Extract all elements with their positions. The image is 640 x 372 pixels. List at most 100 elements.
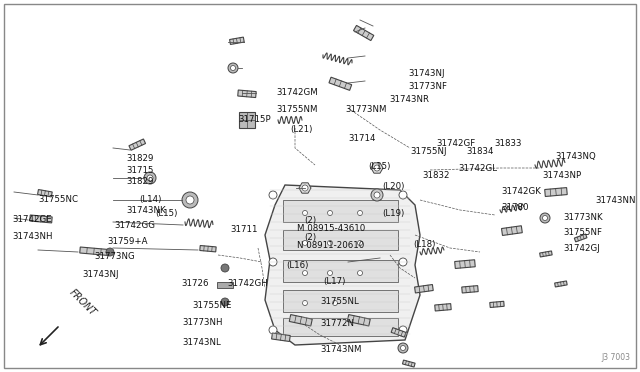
Text: (L16): (L16) (287, 262, 309, 270)
Ellipse shape (230, 65, 236, 71)
Ellipse shape (303, 270, 307, 276)
Ellipse shape (228, 63, 238, 73)
Text: 31829: 31829 (126, 177, 154, 186)
Ellipse shape (540, 213, 550, 223)
Text: 31742GE: 31742GE (13, 215, 52, 224)
Text: 31711: 31711 (230, 225, 258, 234)
Text: 31743NJ: 31743NJ (82, 270, 118, 279)
Text: 31759+A: 31759+A (108, 237, 148, 246)
Ellipse shape (358, 241, 362, 246)
Ellipse shape (269, 326, 277, 334)
Ellipse shape (147, 175, 153, 181)
Text: 31742GH: 31742GH (227, 279, 268, 288)
Ellipse shape (303, 211, 307, 215)
Ellipse shape (371, 189, 383, 201)
Ellipse shape (358, 270, 362, 276)
Polygon shape (129, 139, 145, 150)
Polygon shape (265, 185, 420, 345)
Ellipse shape (303, 241, 307, 246)
Text: J3 7003: J3 7003 (601, 353, 630, 362)
Text: 31714: 31714 (348, 134, 376, 143)
Text: 31772N: 31772N (320, 319, 354, 328)
Ellipse shape (221, 264, 229, 272)
Polygon shape (545, 187, 567, 196)
Ellipse shape (182, 192, 198, 208)
Text: 31755NL: 31755NL (320, 297, 359, 306)
Text: 31743NP: 31743NP (543, 171, 582, 180)
Polygon shape (555, 281, 567, 287)
Bar (239, 112, 255, 128)
Text: 31726: 31726 (181, 279, 209, 288)
Text: 31742GL: 31742GL (458, 164, 497, 173)
Text: 31829: 31829 (126, 154, 154, 163)
Text: (L14): (L14) (140, 195, 162, 203)
Ellipse shape (328, 270, 333, 276)
Polygon shape (329, 77, 352, 90)
Polygon shape (490, 301, 504, 308)
Ellipse shape (543, 215, 547, 221)
Polygon shape (299, 183, 311, 193)
Text: (L15): (L15) (155, 209, 177, 218)
Ellipse shape (398, 343, 408, 353)
Text: 31743NN: 31743NN (595, 196, 636, 205)
Text: 31773NK: 31773NK (563, 213, 603, 222)
Polygon shape (230, 37, 244, 45)
Text: 31780: 31780 (502, 203, 529, 212)
Polygon shape (403, 360, 415, 367)
Polygon shape (353, 25, 374, 41)
Text: 31773NF: 31773NF (408, 82, 447, 91)
Text: 31743NM: 31743NM (320, 345, 362, 354)
Text: 31715P: 31715P (239, 115, 271, 124)
Polygon shape (391, 328, 406, 337)
Ellipse shape (328, 211, 333, 215)
Text: 31743NK: 31743NK (127, 206, 166, 215)
Ellipse shape (374, 192, 380, 198)
Ellipse shape (328, 241, 333, 246)
Ellipse shape (186, 196, 194, 204)
Ellipse shape (399, 258, 407, 266)
Text: 31743NJ: 31743NJ (408, 69, 445, 78)
Ellipse shape (333, 301, 337, 305)
Bar (217, 282, 233, 288)
Text: (L20): (L20) (383, 182, 405, 190)
Ellipse shape (106, 248, 114, 256)
Ellipse shape (302, 185, 308, 191)
Bar (283, 230, 398, 250)
Bar (283, 290, 398, 312)
Text: 31755NF: 31755NF (563, 228, 602, 237)
Text: 31773NH: 31773NH (182, 318, 223, 327)
Polygon shape (237, 90, 256, 97)
Text: 31742GJ: 31742GJ (563, 244, 600, 253)
Text: 31743NH: 31743NH (13, 232, 53, 241)
Text: 31834: 31834 (466, 147, 493, 156)
Ellipse shape (303, 301, 307, 305)
Text: 31755NE: 31755NE (192, 301, 232, 310)
Text: 31755NM: 31755NM (276, 105, 318, 114)
Text: 31742GM: 31742GM (276, 88, 318, 97)
Polygon shape (415, 285, 433, 293)
Text: (L17): (L17) (323, 277, 346, 286)
Text: N 08911-20610: N 08911-20610 (297, 241, 364, 250)
Polygon shape (502, 226, 522, 235)
Text: (2): (2) (305, 216, 317, 225)
Ellipse shape (374, 165, 380, 171)
Ellipse shape (221, 298, 229, 306)
Bar (283, 200, 398, 222)
Text: 31742GF: 31742GF (436, 139, 476, 148)
Text: (L18): (L18) (413, 240, 435, 249)
Polygon shape (289, 315, 312, 326)
Text: 31773NG: 31773NG (95, 252, 136, 261)
Text: 31743NL: 31743NL (182, 338, 221, 347)
Bar (283, 318, 398, 336)
Polygon shape (80, 247, 108, 256)
Text: 31742GK: 31742GK (502, 187, 541, 196)
Ellipse shape (401, 346, 406, 350)
Text: 31742GG: 31742GG (114, 221, 155, 230)
Text: 31743NQ: 31743NQ (556, 152, 596, 161)
Text: 31773NM: 31773NM (346, 105, 387, 114)
Text: M 08915-43610: M 08915-43610 (297, 224, 365, 233)
Polygon shape (461, 286, 478, 293)
Ellipse shape (269, 191, 277, 199)
Text: (L19): (L19) (383, 209, 405, 218)
Text: (L15): (L15) (368, 162, 390, 171)
